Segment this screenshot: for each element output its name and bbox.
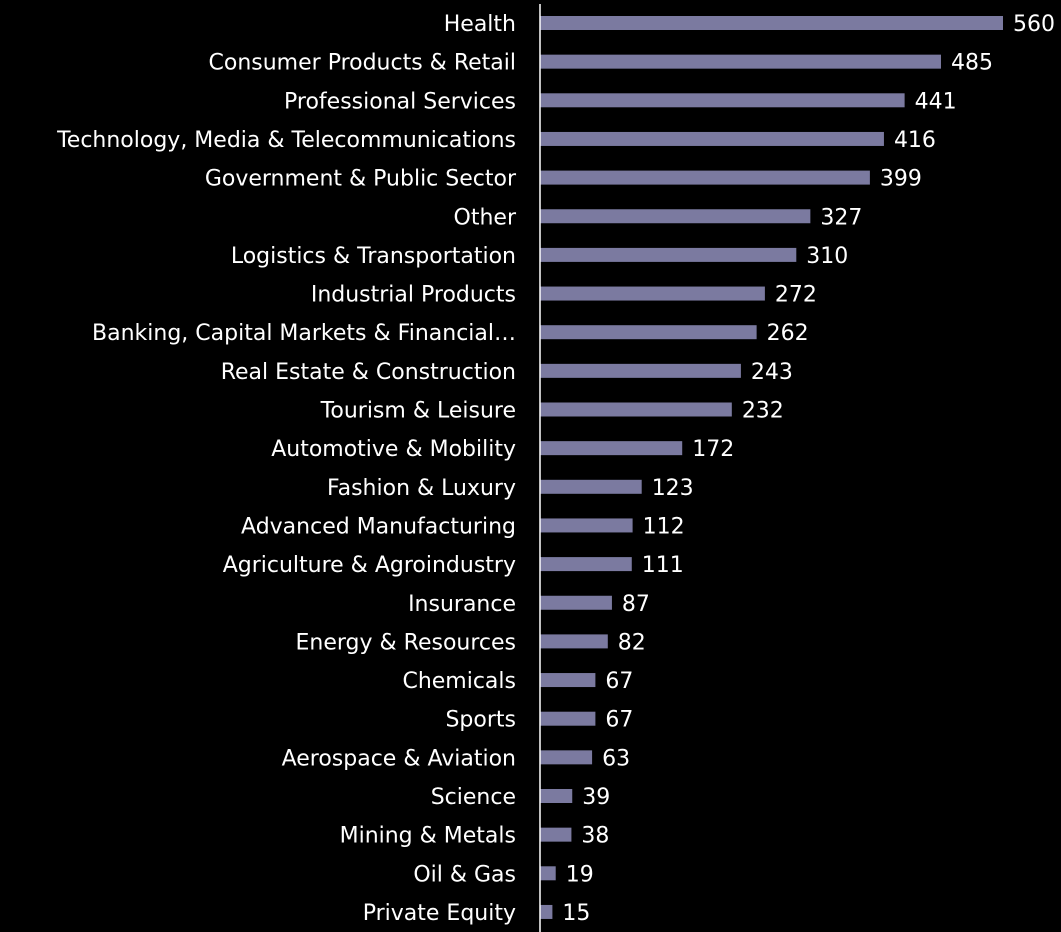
value-label: 19	[566, 862, 594, 887]
bar	[540, 93, 905, 108]
bar	[540, 325, 757, 340]
bar	[540, 286, 765, 301]
value-label: 63	[602, 746, 630, 771]
bar	[540, 634, 608, 649]
bar	[540, 673, 596, 688]
value-label: 485	[951, 51, 993, 76]
value-label: 67	[605, 708, 633, 733]
value-label: 172	[692, 437, 734, 462]
value-label: 310	[806, 244, 848, 269]
category-label: Chemicals	[402, 669, 516, 694]
value-label: 262	[767, 321, 809, 346]
bar	[540, 16, 1003, 30]
value-label: 38	[581, 824, 609, 849]
bar	[540, 904, 553, 919]
bar	[540, 441, 683, 456]
value-label: 82	[618, 630, 646, 655]
category-label: Science	[431, 785, 516, 810]
category-label: Oil & Gas	[413, 862, 516, 887]
category-label: Real Estate & Construction	[221, 360, 516, 385]
category-label: Technology, Media & Telecommunications	[56, 128, 516, 153]
bar	[540, 363, 741, 378]
value-label: 39	[582, 785, 610, 810]
value-label: 327	[820, 205, 862, 230]
value-label: 15	[562, 901, 590, 926]
value-label: 272	[775, 283, 817, 308]
bar	[540, 711, 596, 726]
bar	[540, 827, 572, 842]
value-label: 243	[751, 360, 793, 385]
value-label: 560	[1013, 12, 1055, 37]
category-label: Professional Services	[284, 89, 516, 114]
category-label: Sports	[445, 708, 516, 733]
value-labels-group: 560 485 441 416 399 327 310 272 262 243 232 172 123 1…	[562, 12, 1055, 926]
category-label: Private Equity	[363, 901, 516, 926]
bar	[540, 557, 632, 572]
category-label: Other	[454, 205, 517, 230]
bar	[540, 209, 811, 224]
category-label: Insurance	[408, 592, 516, 617]
bar	[540, 750, 593, 765]
bar	[540, 518, 633, 533]
value-label: 67	[605, 669, 633, 694]
category-label: Fashion & Luxury	[327, 476, 516, 501]
category-label: Mining & Metals	[340, 824, 516, 849]
category-label: Aerospace & Aviation	[282, 746, 516, 771]
value-label: 112	[643, 514, 685, 539]
bar	[540, 479, 642, 494]
category-label: Agriculture & Agroindustry	[223, 553, 516, 578]
bar	[540, 866, 556, 881]
bar	[540, 595, 612, 610]
value-label: 232	[742, 399, 784, 424]
category-label: Government & Public Sector	[205, 167, 517, 192]
category-labels-group: Health Consumer Products & Retail Professi…	[56, 12, 517, 926]
category-label: Banking, Capital Markets & Financial…	[92, 321, 516, 346]
bar	[540, 131, 884, 146]
category-label: Automotive & Mobility	[271, 437, 516, 462]
category-label: Tourism & Leisure	[320, 399, 516, 424]
value-label: 87	[622, 592, 650, 617]
value-label: 441	[915, 89, 957, 114]
bar	[540, 247, 797, 262]
category-label: Health	[444, 12, 516, 37]
category-label: Logistics & Transportation	[231, 244, 516, 269]
category-label: Industrial Products	[311, 283, 516, 308]
bar	[540, 402, 732, 417]
bar	[540, 54, 941, 69]
bars-group	[540, 16, 1003, 919]
value-label: 399	[880, 167, 922, 192]
value-label: 416	[894, 128, 936, 153]
category-label: Advanced Manufacturing	[241, 514, 516, 539]
value-label: 111	[642, 553, 684, 578]
category-label: Energy & Resources	[295, 630, 516, 655]
bar	[540, 789, 573, 803]
category-label: Consumer Products & Retail	[209, 51, 516, 76]
bar	[540, 170, 870, 185]
value-label: 123	[652, 476, 694, 501]
